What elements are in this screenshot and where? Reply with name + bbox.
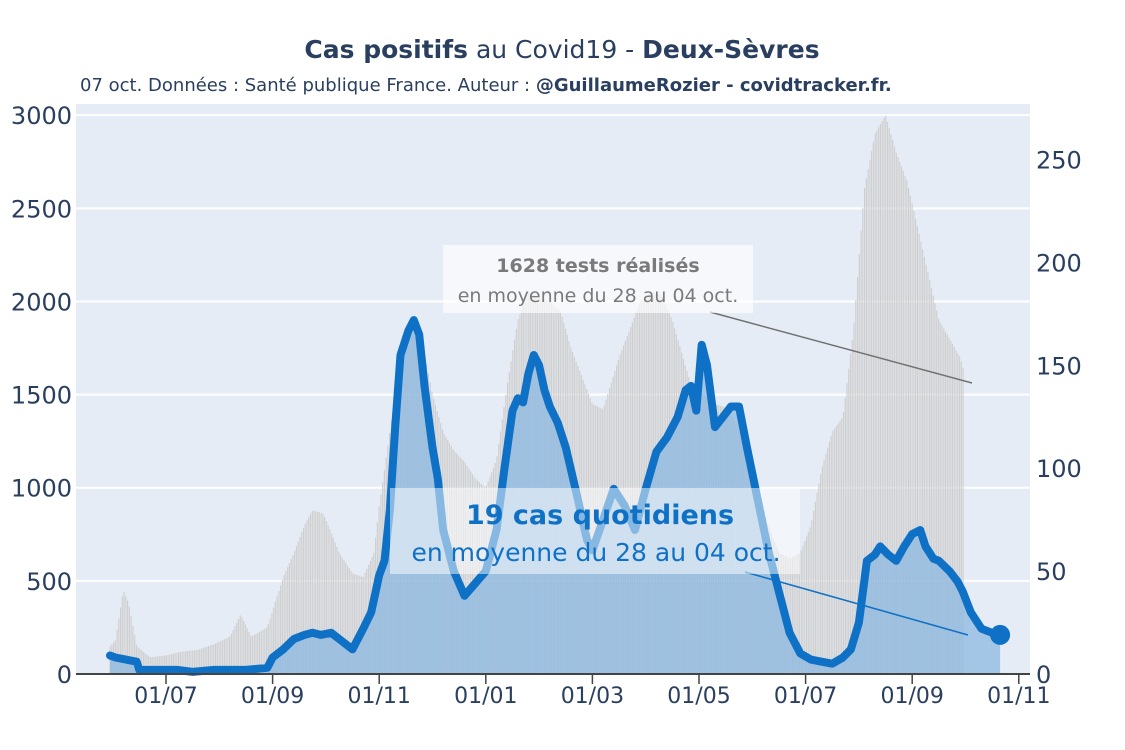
y-left-tick-label: 1500 <box>11 382 72 410</box>
y-right-tick-label: 100 <box>1036 455 1082 483</box>
cas-annotation-arrow <box>744 571 969 636</box>
chart-subtitle-author: @GuillaumeRozier - covidtracker.fr. <box>536 75 892 96</box>
y-left-tick-label: 2500 <box>11 195 72 223</box>
tests-annotation-value: 1628 tests réalisés <box>496 255 699 277</box>
y-right-tick-label: 50 <box>1036 558 1067 586</box>
cas-end-marker <box>990 624 1011 645</box>
x-tick-label: 01/09 <box>880 684 943 709</box>
tests-annotation-period: en moyenne du 28 au 04 oct. <box>458 285 739 307</box>
x-tick-label: 01/07 <box>774 684 837 709</box>
chart-subtitle: 07 oct. Données : Santé publique France.… <box>80 75 892 96</box>
y-right-tick-label: 150 <box>1036 352 1082 380</box>
chart-subtitle-text: 07 oct. Données : Santé publique France.… <box>80 75 536 96</box>
y-left-tick-label: 0 <box>57 661 72 689</box>
chart-title-part1: Cas positifs <box>304 35 468 64</box>
tests-annotation-box <box>443 245 753 313</box>
x-tick-label: 01/11 <box>347 684 410 709</box>
chart-title-part3: Deux-Sèvres <box>642 35 819 64</box>
tests-annotation-arrow <box>709 311 973 384</box>
x-tick-label: 01/07 <box>134 684 197 709</box>
chart-title: Cas positifs au Covid19 - Deux-Sèvres <box>304 35 819 64</box>
y-left-tick-label: 3000 <box>11 102 72 130</box>
x-tick-label: 01/09 <box>241 684 304 709</box>
x-tick-label: 01/11 <box>987 684 1050 709</box>
chart-title-part2: au Covid19 - <box>468 35 642 64</box>
y-left-tick-label: 1000 <box>11 475 72 503</box>
y-left-tick-label: 500 <box>26 568 72 596</box>
x-tick-label: 01/01 <box>454 684 517 709</box>
cas-annotation-period: en moyenne du 28 au 04 oct. <box>411 538 780 567</box>
cas-line <box>106 316 1005 676</box>
x-tick-label: 01/05 <box>667 684 730 709</box>
x-tick-label: 01/03 <box>561 684 624 709</box>
cas-annotation-value: 19 cas quotidiens <box>466 500 734 531</box>
y-right-tick-label: 200 <box>1036 249 1082 277</box>
cas-annotation-box <box>390 488 800 574</box>
y-right-tick-label: 0 <box>1036 661 1051 689</box>
axis-layer: 0 500 1000 1500 2000 2500 3000 0 50 100 150 200 250 0… <box>11 102 1082 709</box>
y-right-tick-label: 250 <box>1036 147 1082 175</box>
y-left-tick-label: 2000 <box>11 288 72 316</box>
